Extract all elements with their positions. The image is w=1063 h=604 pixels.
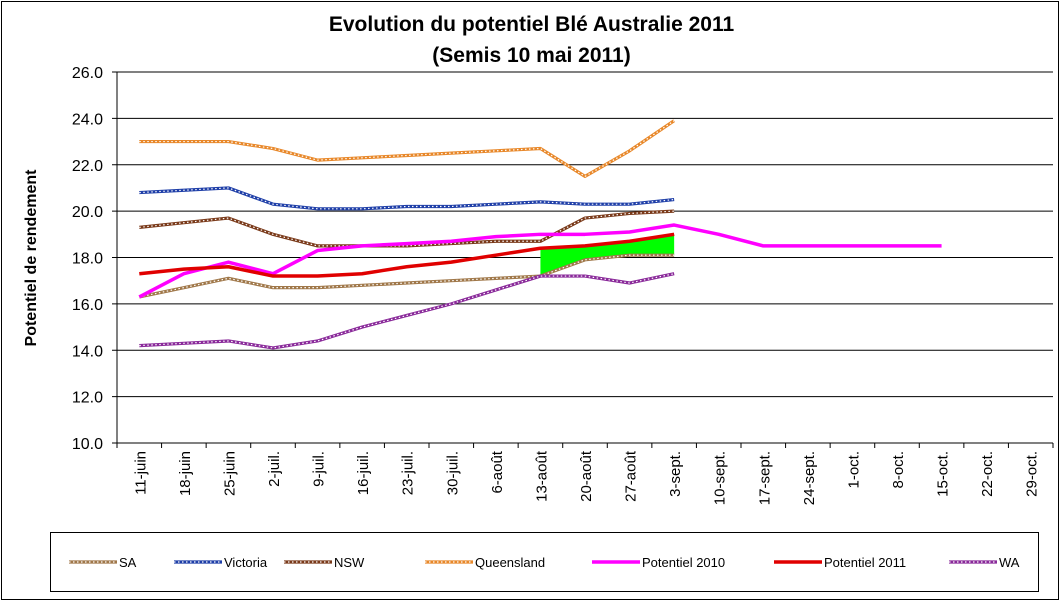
series-line-potentiel-2011 — [139, 232, 675, 278]
x-tick-label: 29-oct. — [1024, 451, 1041, 497]
x-tick-label: 27-août — [623, 450, 640, 502]
x-tick-label: 3-sept. — [667, 451, 684, 497]
x-tick-label: 30-juil. — [444, 451, 461, 495]
x-tick-label: 22-oct. — [979, 451, 996, 497]
y-tick-label: 18.0 — [72, 251, 103, 268]
x-tick-labels: 11-juin 18-juin 25-juin 2-juil. 9-juil. 16-ju… — [132, 450, 1040, 505]
axes — [116, 72, 1054, 448]
chart-subtitle: (Semis 10 mai 2011) — [432, 44, 631, 67]
x-tick-label: 15-oct. — [935, 451, 952, 497]
legend-swatch — [69, 560, 117, 564]
y-tick-labels: 10.0 12.0 14.0 16.0 18.0 20.0 22.0 24.0 26.0 — [72, 65, 103, 453]
legend-label: Victoria — [224, 554, 268, 570]
legend-item-sa: SA — [69, 553, 136, 571]
legend-swatch — [425, 560, 473, 564]
x-tick-label: 2-juil. — [266, 451, 283, 487]
series-lines — [138, 119, 942, 350]
x-tick-label: 25-juin — [221, 451, 238, 496]
y-tick-label: 12.0 — [72, 390, 103, 407]
x-tick-label: 11-juin — [132, 451, 149, 495]
legend-swatch — [774, 560, 822, 564]
series-line-nsw-pattern — [139, 210, 675, 247]
x-tick-label: 18-juin — [177, 451, 194, 496]
y-tick-label: 20.0 — [72, 204, 103, 221]
x-tick-label: 23-juil. — [400, 451, 417, 495]
y-tick-label: 26.0 — [72, 65, 103, 82]
legend-item-wa: WA — [949, 553, 1019, 571]
legend-item-potentiel-2011: Potentiel 2011 — [774, 553, 906, 571]
legend-label: NSW — [334, 554, 365, 570]
series-line-potentiel-2010 — [138, 223, 942, 299]
y-tick-label: 16.0 — [72, 297, 103, 314]
legend-label: Potentiel 2010 — [642, 554, 726, 570]
y-tick-label: 14.0 — [72, 343, 103, 360]
legend-item-queensland: Queensland — [425, 553, 545, 571]
x-tick-label: 9-juil. — [311, 451, 328, 487]
legend-label: Queensland — [475, 554, 546, 570]
legend-swatch — [284, 560, 332, 564]
legend-label: SA — [119, 554, 137, 570]
y-tick-label: 24.0 — [72, 111, 103, 128]
x-tick-label: 13-août — [533, 450, 550, 502]
x-tick-label: 1-oct. — [845, 451, 862, 489]
chart-title: Evolution du potentiel Blé Australie 201… — [328, 13, 735, 36]
x-tick-label: 16-juil. — [355, 451, 372, 495]
series-line-sa — [138, 253, 675, 299]
y-tick-label: 22.0 — [72, 158, 103, 175]
legend-item-potentiel-2010: Potentiel 2010 — [592, 553, 725, 571]
legend-label: WA — [999, 554, 1020, 570]
series-line-queensland-pattern — [139, 120, 675, 178]
legend-item-nsw: NSW — [284, 553, 364, 571]
x-tick-label: 24-sept. — [801, 451, 818, 505]
legend-swatch — [174, 560, 222, 564]
legend-swatch — [592, 560, 640, 564]
fill-between-area — [540, 234, 675, 277]
x-tick-label: 8-oct. — [890, 451, 907, 489]
x-tick-label: 10-sept. — [712, 451, 729, 505]
legend: SA Victoria NSW Queensland Potentiel 2010 Pot… — [50, 532, 1039, 592]
fill-area — [540, 234, 675, 277]
series-line-wa-pattern — [139, 273, 675, 349]
x-tick-label: 6-août — [489, 450, 506, 493]
x-tick-label: 17-sept. — [756, 451, 773, 505]
legend-item-victoria: Victoria — [174, 553, 267, 571]
y-tick-label: 10.0 — [72, 436, 103, 453]
line-chart: 10.0 12.0 14.0 16.0 18.0 20.0 22.0 24.0 26.0 11-… — [72, 65, 1054, 505]
series-line-victoria-pattern — [139, 187, 675, 210]
x-tick-label: 20-août — [578, 450, 595, 502]
legend-label: Potentiel 2011 — [824, 554, 907, 570]
legend-swatch — [949, 560, 997, 564]
